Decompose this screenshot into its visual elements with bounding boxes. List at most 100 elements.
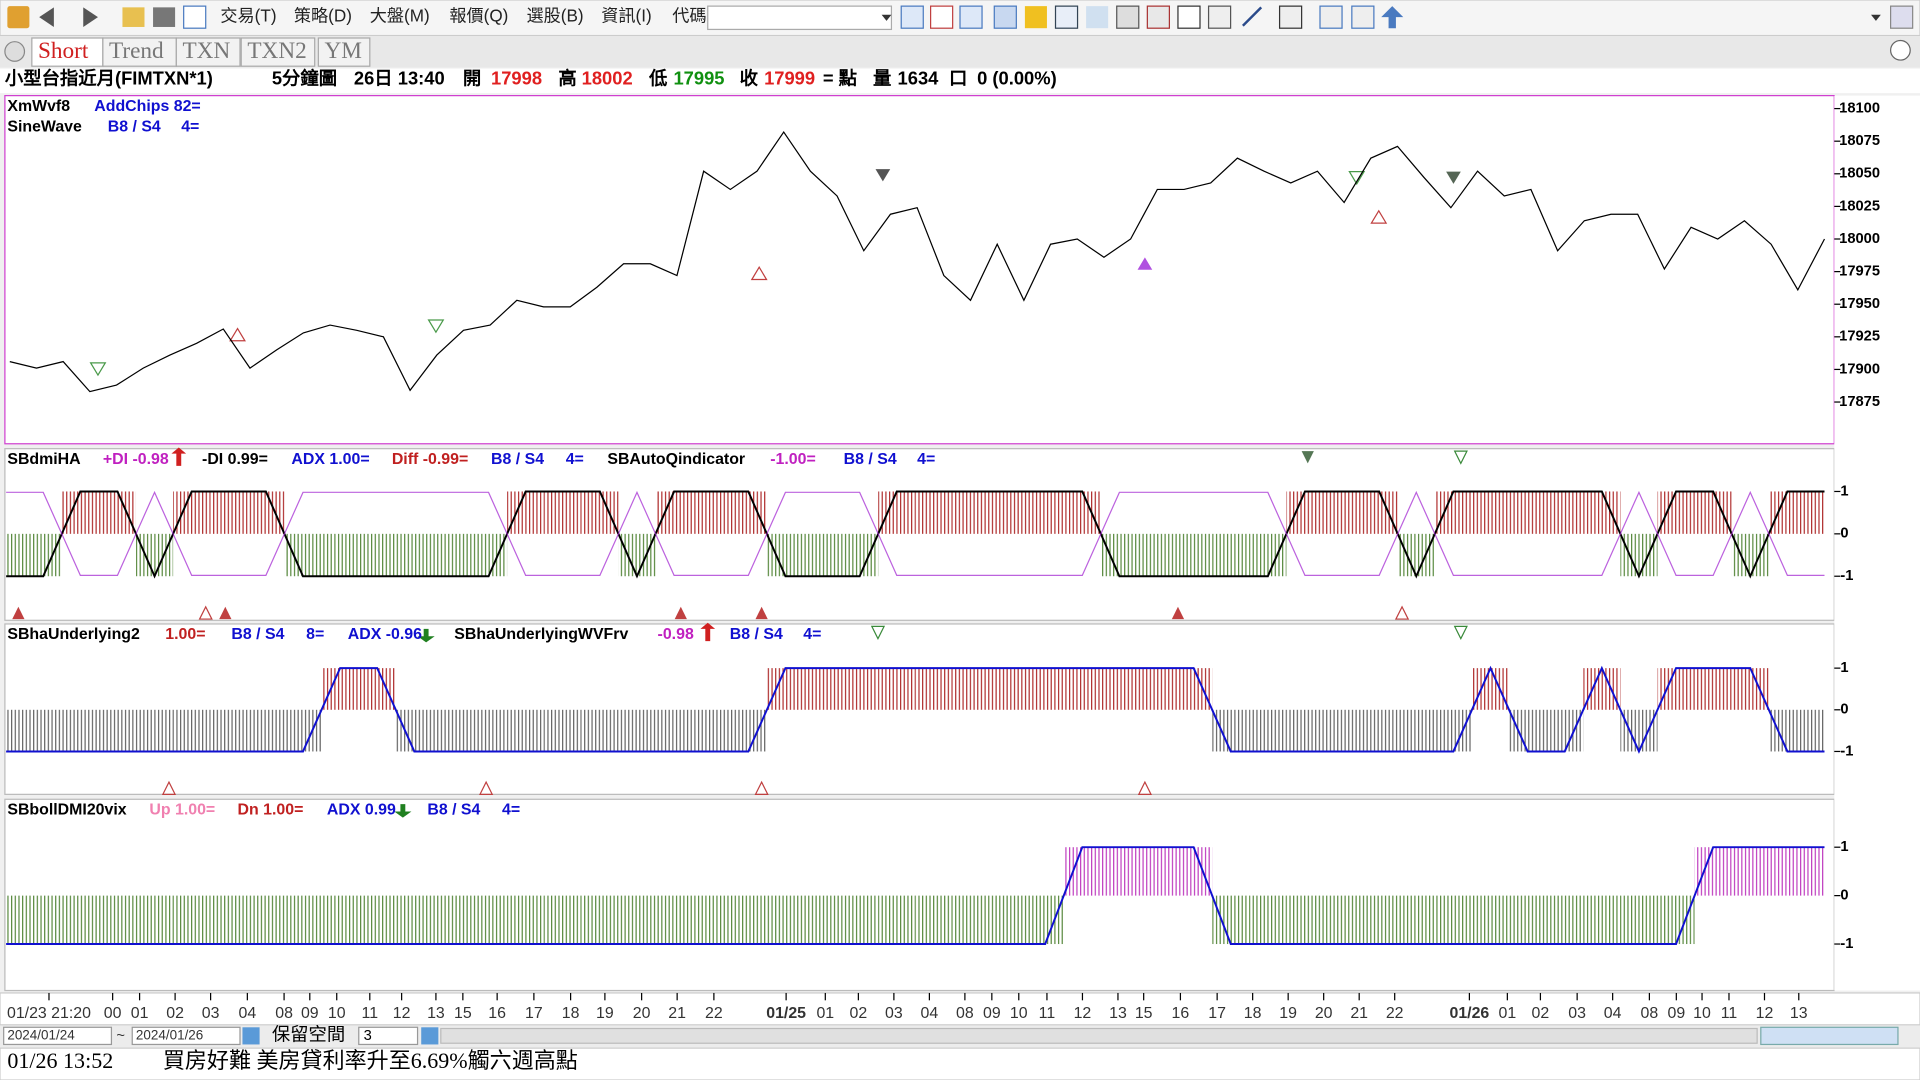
- menu-item[interactable]: 選股(B): [527, 6, 584, 26]
- news-headline[interactable]: 買房好難 美房貸利率升至6.69%觸六週高點: [163, 1048, 578, 1073]
- menu-item[interactable]: 策略(D): [294, 6, 352, 26]
- tool-icon[interactable]: [1054, 5, 1079, 29]
- search-button[interactable]: [1890, 39, 1911, 61]
- symbol-combo[interactable]: [707, 5, 893, 31]
- hatch-bar: [1805, 491, 1825, 534]
- pointer-icon[interactable]: [993, 5, 1017, 29]
- hatch-bar: [692, 895, 730, 945]
- y-tick-label: 17925: [1839, 329, 1880, 345]
- hatch-bar: [6, 895, 25, 945]
- window-icon[interactable]: [1890, 5, 1914, 29]
- tool-icon[interactable]: [1146, 5, 1170, 29]
- hatch-bar: [1768, 847, 1806, 896]
- date-to[interactable]: 2024/01/26: [136, 1027, 203, 1042]
- zoom-buttons[interactable]: [1760, 1026, 1899, 1046]
- tool-icon[interactable]: [1207, 5, 1232, 29]
- tool-icon[interactable]: [1177, 5, 1201, 29]
- hatch-bar: [321, 895, 359, 945]
- hatch-bar: [952, 668, 990, 710]
- quote-field: 小型台指近月(FIMTXN*1): [5, 68, 213, 89]
- menu-arrow[interactable]: [1871, 14, 1881, 21]
- hatch-bar: [841, 533, 879, 577]
- menu-item[interactable]: 交易(T): [220, 6, 276, 26]
- hatch-bar: [6, 533, 25, 577]
- tool-icon[interactable]: [930, 5, 954, 29]
- apply-button[interactable]: [421, 1027, 439, 1045]
- hatch-bar: [1026, 491, 1064, 534]
- tab[interactable]: [240, 37, 316, 67]
- forward-icon[interactable]: [83, 7, 98, 27]
- x-tick-label: 10: [1010, 1005, 1028, 1022]
- hatch-bar: [321, 533, 359, 577]
- hatch-bar: [1212, 895, 1250, 945]
- hatch-bar: [1731, 847, 1769, 896]
- indicator-label: ADX 1.00=: [291, 451, 369, 468]
- tab-label[interactable]: TXN: [182, 38, 230, 64]
- y-tick-label: 0: [1840, 888, 1848, 904]
- hatch-bar: [247, 491, 285, 534]
- hatch-bar: [766, 533, 804, 577]
- x-tick-label: 03: [202, 1005, 220, 1022]
- hatch-bar: [1286, 895, 1324, 945]
- toolbar-icons[interactable]: [7, 5, 1914, 31]
- x-tick-label: 12: [1756, 1005, 1774, 1022]
- up-icon[interactable]: [1381, 6, 1404, 29]
- reserve-value[interactable]: 3: [364, 1028, 372, 1044]
- hatch-bar: [1694, 847, 1732, 896]
- tab-label[interactable]: Trend: [109, 38, 164, 64]
- y-tick-label: -1: [1840, 743, 1853, 759]
- date-to-box[interactable]: [131, 1026, 241, 1046]
- hatch-bar: [841, 668, 879, 710]
- hatch-bar: [1731, 533, 1769, 577]
- menu-item[interactable]: 代碼: [672, 6, 706, 26]
- tool-icon[interactable]: [900, 5, 924, 29]
- date-from-box[interactable]: [3, 1026, 113, 1046]
- indicator-label: 4=: [917, 451, 935, 468]
- open-icon[interactable]: [122, 7, 145, 27]
- menu-item[interactable]: 大盤(M): [370, 6, 430, 26]
- menu-item[interactable]: 報價(Q): [449, 6, 508, 26]
- hatch-bar: [1620, 709, 1658, 752]
- combo-arrow[interactable]: [881, 14, 892, 21]
- menu-item[interactable]: 資訊(I): [601, 6, 651, 26]
- print-icon[interactable]: [153, 7, 176, 27]
- x-tick-label: 13: [1790, 1005, 1808, 1022]
- tool-icon[interactable]: [959, 5, 983, 29]
- value-axis-area: [1834, 95, 1920, 991]
- indicator-label: 8=: [306, 626, 324, 643]
- x-tick-label: 04: [921, 1005, 939, 1022]
- signal-down: [1348, 171, 1366, 186]
- quote-field: 收: [740, 68, 759, 89]
- hatch-bar: [1583, 895, 1621, 945]
- tool-icon[interactable]: [1116, 5, 1140, 29]
- hatch-bar: [1026, 668, 1064, 710]
- reserve-input[interactable]: [358, 1026, 419, 1046]
- scrollbar[interactable]: [440, 1027, 1758, 1044]
- home-icon[interactable]: [7, 6, 30, 29]
- tab-menu-button[interactable]: [4, 41, 26, 62]
- resize-icon[interactable]: [183, 5, 207, 29]
- hatch-bar: [1805, 847, 1825, 896]
- tab[interactable]: [317, 37, 371, 67]
- indicator-line: [6, 665, 1825, 754]
- tab-label[interactable]: Short: [38, 38, 89, 64]
- reserve-label: 保留空間: [272, 1024, 345, 1045]
- tool-icon[interactable]: [1351, 5, 1375, 29]
- tab-label[interactable]: YM: [324, 38, 361, 64]
- hatch-bar: [173, 709, 211, 752]
- tool-icon[interactable]: [1086, 6, 1109, 29]
- tab[interactable]: [175, 37, 241, 67]
- go-button[interactable]: [242, 1027, 260, 1045]
- date-from[interactable]: 2024/01/24: [7, 1027, 75, 1042]
- tool-icon[interactable]: [1319, 5, 1343, 29]
- dollar-icon[interactable]: [1024, 6, 1047, 29]
- tab[interactable]: [31, 37, 104, 67]
- tab-label[interactable]: TXN2: [247, 38, 306, 64]
- hatch-bar: [1063, 668, 1101, 710]
- y-tick-label: 18025: [1839, 198, 1880, 214]
- back-icon[interactable]: [39, 7, 54, 27]
- hatch-bar: [358, 533, 396, 577]
- x-tick-label: 08: [275, 1005, 293, 1022]
- tool-icon[interactable]: [1278, 5, 1303, 29]
- line-tool[interactable]: [1241, 6, 1263, 27]
